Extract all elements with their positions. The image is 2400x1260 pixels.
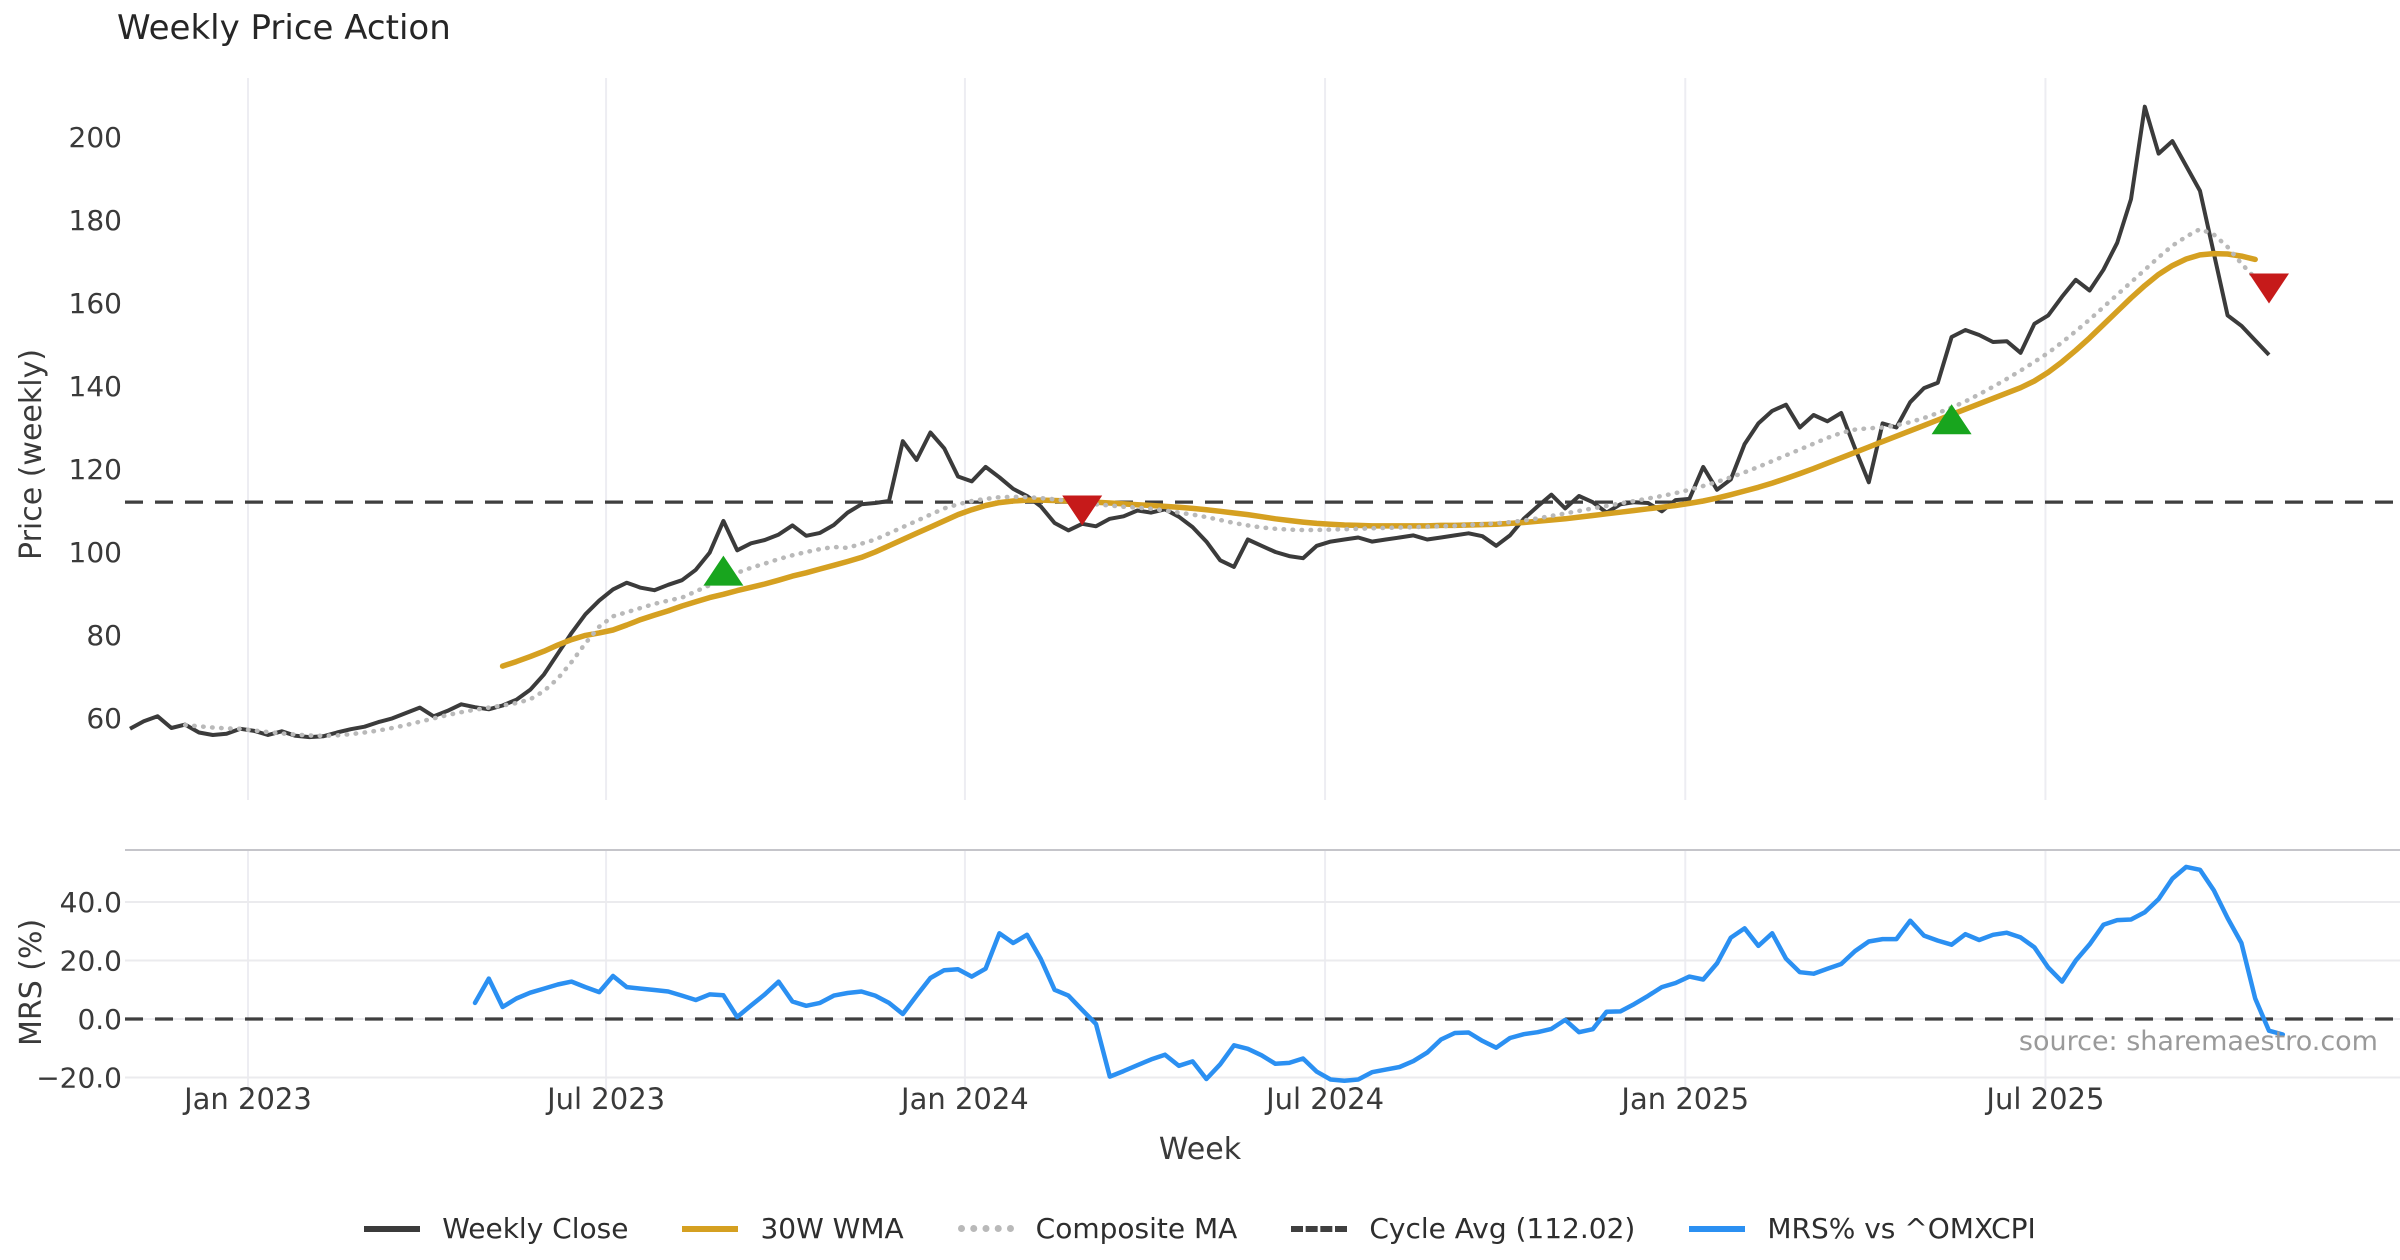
cycle-avg-line-swatch [1291, 1225, 1348, 1232]
price-tick-label: 140 [69, 370, 122, 403]
legend-item-mrs: MRS% vs ^OMXCPI [1689, 1212, 2036, 1245]
mrs-line-swatch [1689, 1225, 1746, 1232]
mrs-tick-label: 0.0 [77, 1003, 122, 1036]
legend: Weekly Close 30W WMA Composite MA Cycle … [0, 1212, 2400, 1245]
price-axis-label: Price (weekly) [14, 348, 49, 560]
legend-item-cycle-avg: Cycle Avg (112.02) [1291, 1212, 1635, 1245]
legend-item-composite-ma: Composite MA [957, 1212, 1238, 1245]
price-tick-label: 100 [69, 536, 122, 569]
buy-signal-marker [703, 555, 744, 586]
mrs-tick-label: 20.0 [60, 945, 122, 978]
x-tick-label: Jan 2025 [1619, 1082, 1749, 1116]
price-tick-label: 120 [69, 453, 122, 486]
sell-signal-marker [2249, 273, 2289, 304]
legend-label: 30W WMA [760, 1212, 904, 1245]
legend-label: Composite MA [1035, 1212, 1238, 1245]
mrs-tick-label: 40.0 [60, 886, 122, 919]
buy-signal-marker [1931, 404, 1972, 435]
price-tick-label: 160 [69, 287, 122, 320]
composite-ma-series [182, 226, 2286, 739]
price-tick-label: 80 [86, 619, 122, 652]
x-tick-label: Jul 2025 [1984, 1082, 2104, 1116]
x-tick-label: Jan 2023 [182, 1082, 312, 1116]
legend-item-30w-wma: 30W WMA [682, 1212, 904, 1245]
sell-signal-marker [1062, 495, 1103, 526]
mrs-axis-label: MRS (%) [14, 918, 49, 1046]
mrs-vs-omxcpi-series [472, 864, 2286, 1083]
legend-label: Weekly Close [442, 1212, 629, 1245]
composite-ma-line-swatch [957, 1225, 1014, 1232]
legend-label: MRS% vs ^OMXCPI [1767, 1212, 2036, 1245]
source-note: source: sharemaestro.com [2018, 1026, 2378, 1057]
x-tick-label: Jan 2024 [899, 1082, 1029, 1116]
wma-line-swatch [682, 1225, 739, 1232]
weekly-close-line-swatch [364, 1225, 421, 1232]
price-tick-label: 60 [86, 702, 122, 735]
page-title: Weekly Price Action [117, 8, 451, 48]
price-tick-label: 180 [69, 204, 122, 237]
mrs-tick-label: −20.0 [36, 1062, 122, 1095]
price-tick-label: 200 [69, 121, 122, 154]
x-tick-label: Jul 2024 [1264, 1082, 1384, 1116]
30w-wma-series [499, 250, 2258, 669]
legend-item-weekly-close: Weekly Close [364, 1212, 628, 1245]
x-axis-label: Week [1158, 1132, 1242, 1167]
legend-label: Cycle Avg (112.02) [1369, 1212, 1636, 1245]
x-tick-label: Jul 2023 [545, 1082, 665, 1116]
